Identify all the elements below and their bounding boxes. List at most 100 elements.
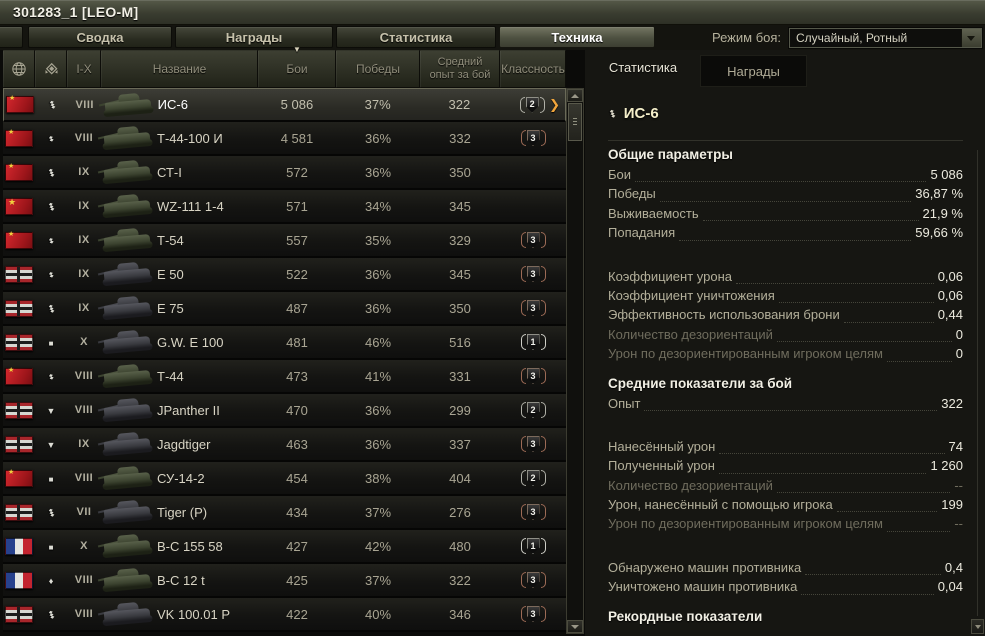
- avg-xp-value: 346: [449, 606, 471, 622]
- tier-label: VIII: [74, 404, 94, 416]
- laurel-left-icon: [520, 538, 526, 554]
- sort-desc-icon: ▼: [293, 45, 301, 54]
- panel-scrollbar-track[interactable]: [977, 150, 978, 616]
- laurel-right-icon: [540, 572, 546, 588]
- table-row[interactable]: VIII JPanther II 470 36% 299 2 ❯: [3, 394, 566, 428]
- section-gap: [608, 245, 963, 269]
- vehicle-class-icon: [46, 609, 55, 619]
- tank-thumbnail: [97, 360, 154, 392]
- vehicle-class-icon: [47, 134, 55, 141]
- table-row[interactable]: X B-C 155 58 427 42% 480 1 ❯: [3, 530, 566, 564]
- laurel-right-icon: [540, 300, 546, 316]
- table-row[interactable]: VIII Т-44 473 41% 331 3 ❯: [3, 360, 566, 394]
- dotted-leader: [635, 181, 927, 183]
- table-row[interactable]: VIII Т-44-100 И 4 581 36% 332 3 ❯: [3, 122, 566, 156]
- header-cell-name[interactable]: Название: [101, 50, 258, 88]
- table-row[interactable]: X G.W. E 100 481 46% 516 1 ❯: [3, 326, 566, 360]
- vehicle-name: Tiger (P): [157, 504, 208, 520]
- stat-row: Победы 36,87 %: [608, 186, 963, 205]
- selected-vehicle-name: ИС-6: [623, 105, 659, 122]
- scrollbar-thumb[interactable]: [568, 103, 582, 141]
- tank-thumbnail: [97, 122, 154, 154]
- tank-thumbnail: [97, 292, 154, 324]
- badge-shield-icon: 3: [526, 606, 540, 622]
- tank-thumbnail: [97, 428, 154, 460]
- stat-label: Урон, нанесённый с помощью игрока: [608, 497, 833, 513]
- battle-mode-dropdown[interactable]: Случайный, Ротный: [789, 28, 982, 48]
- dotted-leader: [659, 200, 912, 202]
- dotted-leader: [778, 302, 934, 304]
- stat-label: Выживаемость: [608, 205, 699, 221]
- panel-tab-statistics[interactable]: Статистика: [608, 60, 678, 75]
- table-row[interactable]: IX WZ-111 1-4 571 34% 345 ❯: [3, 190, 566, 224]
- nation-flag-icon: [5, 401, 33, 419]
- laurel-right-icon: [540, 334, 546, 350]
- scroll-down-button[interactable]: [567, 620, 583, 633]
- panel-scroll-down-button[interactable]: [971, 619, 984, 634]
- stat-row: Урон по дезориентированным игроком целям…: [608, 516, 963, 535]
- tier-label: IX: [78, 438, 90, 450]
- table-row[interactable]: VII Tiger (P) 434 37% 276 3 ❯: [3, 496, 566, 530]
- tab-summary[interactable]: Сводка: [28, 26, 172, 48]
- table-row[interactable]: VIII СУ-14-2 454 38% 404 2 ❯: [3, 462, 566, 496]
- stat-value: --: [954, 516, 963, 532]
- battles-value: 557: [286, 232, 308, 248]
- badge-shield-icon: 2: [525, 96, 539, 113]
- header-cell-wins[interactable]: Победы: [336, 50, 420, 88]
- table-row[interactable]: IX Е 50 522 36% 345 3 ❯: [3, 258, 566, 292]
- table-scrollbar[interactable]: [566, 88, 584, 634]
- selected-vehicle-title: ИС-6: [608, 105, 659, 122]
- stat-label: Количество дезориентаций: [608, 477, 773, 493]
- table-row[interactable]: IX Т-54 557 35% 329 3 ❯: [3, 224, 566, 258]
- header-cell-nation[interactable]: [3, 50, 35, 88]
- section-header: Общие параметры: [608, 147, 733, 162]
- laurel-left-icon: [520, 266, 526, 282]
- window-title: 301283_1 [LEO-M]: [0, 0, 985, 25]
- vehicle-name: ИС-6: [157, 97, 188, 112]
- badge-shield-icon: 3: [526, 300, 540, 316]
- stat-label: Полученный урон: [608, 458, 715, 474]
- table-row[interactable]: VIII B-C 12 t 425 37% 322 3 ❯: [3, 564, 566, 598]
- scroll-up-button[interactable]: [567, 89, 583, 102]
- badge-shield-icon: 1: [526, 538, 540, 554]
- header-cell-mastery[interactable]: Классность: [500, 50, 566, 88]
- header-cell-class[interactable]: [35, 50, 67, 88]
- vehicle-class-icon: [47, 236, 55, 243]
- wins-value: 42%: [364, 538, 392, 554]
- chevron-down-icon[interactable]: [961, 29, 981, 47]
- wins-value: 37%: [364, 504, 392, 520]
- stat-row: Уничтожено машин противника 0,04: [608, 579, 963, 598]
- stat-label: Эффективность использования брони: [608, 307, 840, 323]
- tier-label: VII: [76, 506, 92, 518]
- table-row[interactable]: VIII VK 100.01 P 422 40% 346 3 ❯: [3, 598, 566, 632]
- header-cell-tier[interactable]: I-X: [67, 50, 101, 88]
- table-row[interactable]: IX Jagdtiger 463 36% 337 3 ❯: [3, 428, 566, 462]
- header-cell-avg-xp[interactable]: Средний опыт за бой: [420, 50, 500, 88]
- badge-shield-icon: 3: [526, 232, 540, 248]
- table-row[interactable]: IX СТ-I 572 36% 350 ❯: [3, 156, 566, 190]
- vehicle-class-icon: [46, 201, 55, 211]
- laurel-left-icon: [520, 402, 526, 418]
- stat-value: 322: [941, 395, 963, 411]
- laurel-left-icon: [520, 572, 526, 588]
- table-row[interactable]: IX Е 75 487 36% 350 3 ❯: [3, 292, 566, 326]
- scrollbar-track[interactable]: [567, 142, 583, 620]
- laurel-left-icon: [520, 504, 526, 520]
- mastery-badge: 3: [518, 433, 548, 455]
- laurel-right-icon: [540, 232, 546, 248]
- stats-list: Общие параметры Бои 5 086 Победы 36,87 %…: [608, 147, 963, 636]
- tab-stub[interactable]: [0, 26, 23, 48]
- stat-row: Количество дезориентаций 0: [608, 327, 963, 346]
- tab-vehicles[interactable]: Техника: [499, 26, 655, 48]
- panel-tab-awards[interactable]: Награды: [700, 55, 807, 87]
- tab-statistics[interactable]: Статистика: [336, 26, 496, 48]
- tab-awards[interactable]: Награды: [175, 26, 333, 48]
- dotted-leader: [836, 511, 938, 513]
- nation-flag-icon: [5, 366, 33, 385]
- dotted-leader: [702, 220, 919, 222]
- table-row[interactable]: VIII ИС-6 5 086 37% 322 2 ❯: [3, 88, 566, 122]
- tank-thumbnail: [97, 156, 154, 188]
- mastery-badge: 2: [518, 399, 548, 421]
- header-cell-battles[interactable]: ▼ Бои: [258, 45, 336, 88]
- stat-row: Бои 5 086: [608, 167, 963, 186]
